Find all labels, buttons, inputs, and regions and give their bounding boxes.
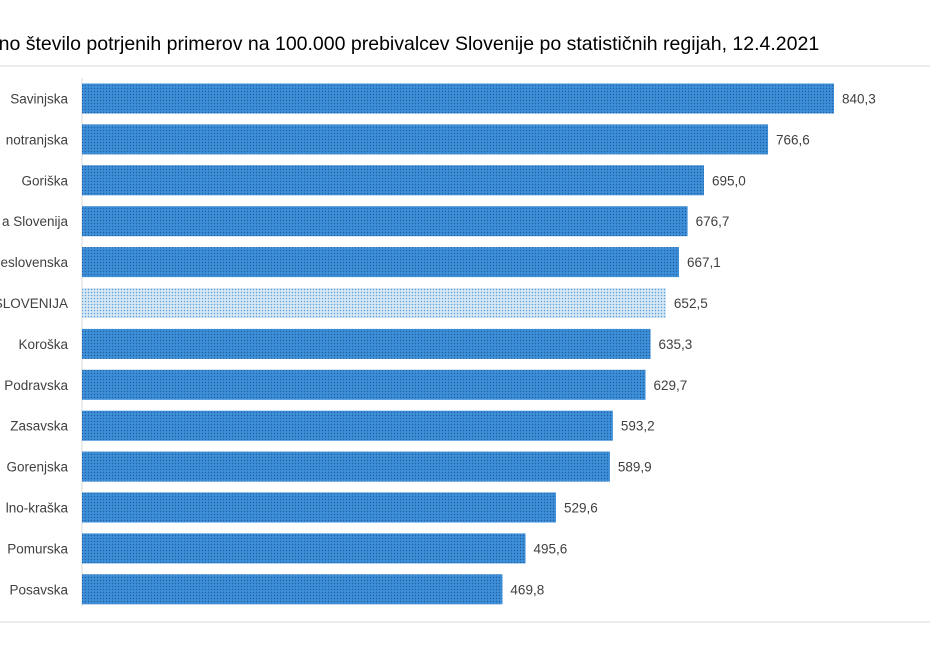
chart-title: evno število potrjenih primerov na 100.0… [0,33,820,55]
bar-savinjska [82,83,834,114]
category-label: Zasavska [10,419,68,434]
value-label: 676,7 [696,214,730,229]
value-label: 652,5 [674,296,708,311]
bar-goriška [82,165,704,196]
value-label: 695,0 [712,173,746,188]
value-label: 593,2 [621,419,655,434]
bar-posavska [82,574,503,605]
value-label: 766,6 [776,132,810,147]
bar-slovenija [82,288,666,318]
category-label: Gorenjska [6,460,68,475]
bar-primorsko-notranjska [82,124,769,155]
category-label: eslovenska [0,255,68,270]
value-label: 589,9 [618,460,652,475]
category-label: Koroška [18,337,68,352]
category-label: SLOVENIJA [0,296,68,311]
category-label: Posavska [9,582,68,597]
value-label: 469,8 [510,582,544,597]
category-label: Podravska [4,378,68,393]
bar-koroška [82,328,651,359]
category-label: a Slovenija [2,214,69,229]
value-label: 667,1 [687,255,721,270]
category-label: Pomurska [7,541,68,556]
category-label: notranjska [6,132,69,147]
bar-gorenjska [82,451,610,482]
bar-obalno-kraška [82,492,556,523]
bar-osrednja-slovenija [82,206,688,237]
bar-jugovzhodna-slovenija [82,247,680,278]
bar-podravska [82,369,646,400]
value-label: 629,7 [654,378,688,393]
category-label: lno-kraška [6,501,69,516]
value-label: 529,6 [564,501,598,516]
bar-pomurska [82,533,526,564]
category-label: Savinjska [10,92,68,107]
value-label: 635,3 [659,337,693,352]
category-label: Goriška [21,173,68,188]
value-label: 495,6 [534,541,568,556]
bar-zasavska [82,410,613,441]
value-label: 840,3 [842,92,876,107]
